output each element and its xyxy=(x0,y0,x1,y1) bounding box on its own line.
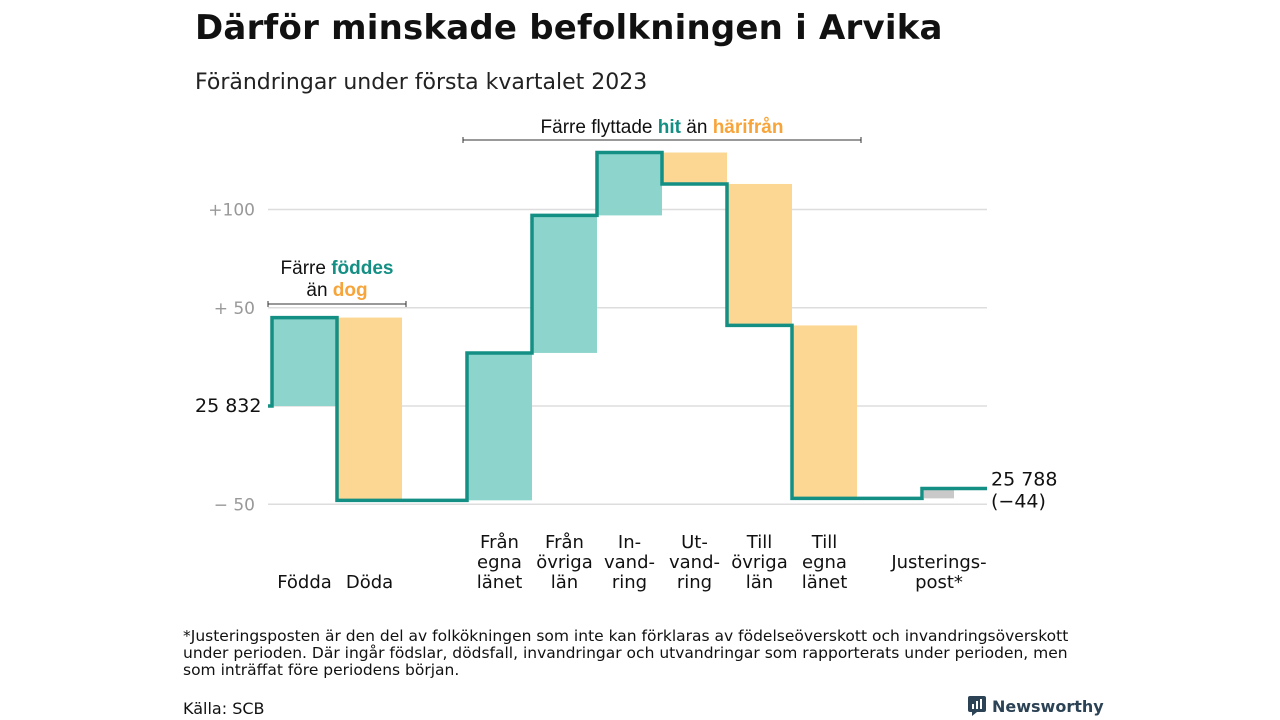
annotation-fragment: än xyxy=(681,117,713,138)
x-category-label: län xyxy=(551,572,578,593)
end-change-label: (−44) xyxy=(991,491,1046,513)
annotation-fragment: Färre xyxy=(281,258,332,279)
x-category-label: övriga xyxy=(731,552,788,573)
y-tick-label: +100 xyxy=(208,201,255,221)
cumulative-step-line xyxy=(268,150,987,503)
x-category-label: länet xyxy=(802,572,848,593)
chart-title: Därför minskade befolkningen i Arvika xyxy=(195,8,943,48)
annotation-text-moves: Färre flyttade hit än härifrån xyxy=(541,117,784,138)
x-category-label: Döda xyxy=(346,572,393,593)
end-value-label: 25 788 xyxy=(991,469,1057,491)
footnote: *Justeringsposten är den del av folkökni… xyxy=(183,627,1069,679)
start-value-label: 25 832 xyxy=(195,395,261,417)
bar-döda xyxy=(337,317,402,501)
x-category-label: Till xyxy=(811,532,837,553)
annotation-fragment: föddes xyxy=(331,258,393,279)
x-category-label: Födda xyxy=(277,572,332,593)
annotation-fragment: Färre flyttade xyxy=(541,117,658,138)
x-category-label: Justerings- xyxy=(890,552,986,573)
x-category-label: ring xyxy=(677,572,712,593)
newsworthy-logo-icon xyxy=(968,696,986,716)
x-category-label: egna xyxy=(802,552,847,573)
x-category-label: Från xyxy=(545,532,584,553)
x-category-label: län xyxy=(746,572,773,593)
annotation-fragment: hit xyxy=(658,117,682,138)
bar-från-övriga-län xyxy=(532,215,597,353)
bar-justeringspost- xyxy=(924,488,954,499)
annotation-text-births: Färre föddes xyxy=(281,258,394,279)
annotation-fragment: dog xyxy=(333,280,368,301)
chart-subtitle: Förändringar under första kvartalet 2023 xyxy=(195,70,648,95)
bar-födda xyxy=(272,317,337,406)
x-category-label: ring xyxy=(612,572,647,593)
x-category-label: vand- xyxy=(669,552,720,573)
x-category-label: vand- xyxy=(604,552,655,573)
brand-logo: Newsworthy xyxy=(968,696,1104,716)
bar-in-vandring xyxy=(597,152,662,216)
annotation-fragment: härifrån xyxy=(713,117,784,138)
y-tick-label: + 50 xyxy=(214,299,255,319)
bar-från-egna-länet xyxy=(467,352,532,501)
x-category-label: post* xyxy=(915,572,963,593)
annotation-fragment: än xyxy=(306,280,332,301)
x-category-label: länet xyxy=(477,572,523,593)
bar-ut-vandring xyxy=(662,152,727,184)
x-category-label: Till xyxy=(746,532,772,553)
bar-till-egna-länet xyxy=(792,325,857,499)
y-tick-label: − 50 xyxy=(214,495,255,515)
x-category-label: egna xyxy=(477,552,522,573)
annotation-text-births: än dog xyxy=(306,280,367,301)
source-label: Källa: SCB xyxy=(183,699,265,718)
x-category-label: Från xyxy=(480,532,519,553)
x-category-label: övriga xyxy=(536,552,593,573)
x-category-label: Ut- xyxy=(681,532,708,553)
waterfall-chart: +100 + 50 − 50 25 832 25 788(−44) Födda Döda Fr… xyxy=(195,117,1057,593)
x-category-label: In- xyxy=(618,532,641,553)
bar-till-övriga-län xyxy=(727,183,792,326)
brand-name: Newsworthy xyxy=(992,696,1104,716)
